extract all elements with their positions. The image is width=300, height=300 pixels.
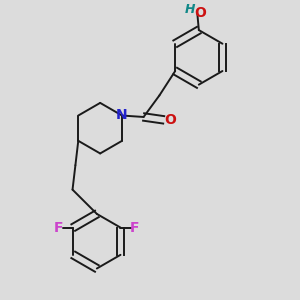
Text: O: O: [194, 6, 206, 20]
Text: F: F: [54, 220, 64, 235]
Text: F: F: [130, 220, 140, 235]
Text: N: N: [116, 108, 128, 122]
Text: H: H: [185, 3, 196, 16]
Text: O: O: [164, 113, 176, 127]
